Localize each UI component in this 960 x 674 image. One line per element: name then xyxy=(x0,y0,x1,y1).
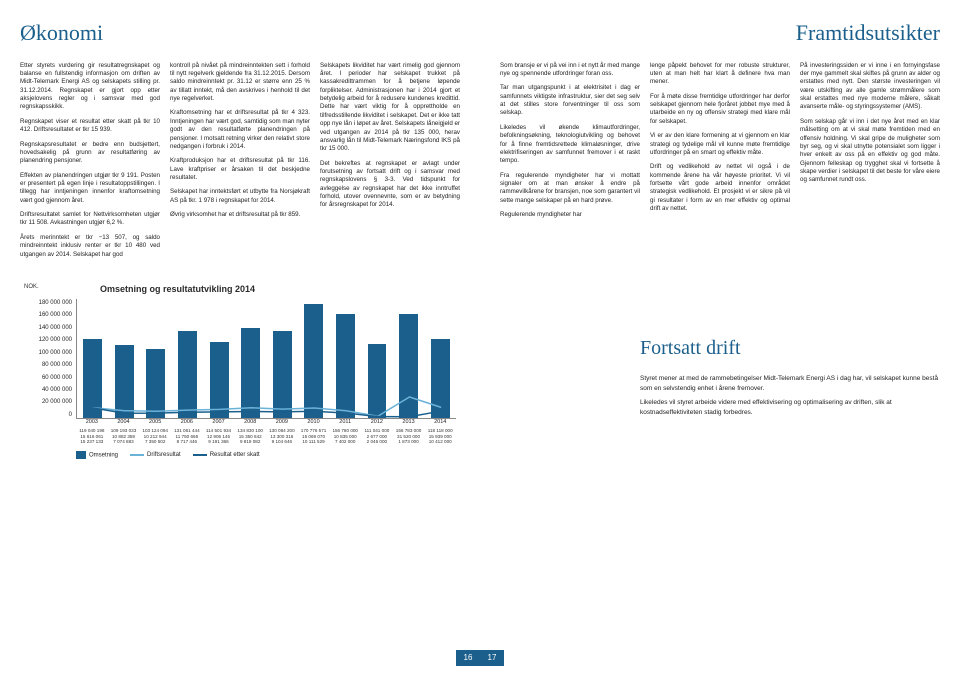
body-paragraph: Regnskapsresultatet er bedre enn budsjet… xyxy=(20,141,160,166)
body-paragraph: Kraftomsetning har et driftsresultat på … xyxy=(170,109,310,151)
xtick-label: 2009 xyxy=(266,419,298,426)
page-left: Økonomi Etter styrets vurdering gir resu… xyxy=(0,0,480,674)
left-col-2: kontroll på nivået på mindreinntekten se… xyxy=(170,62,310,265)
body-paragraph: Styret mener at med de rammebetingelser … xyxy=(640,374,940,394)
body-paragraph: For å møte disse fremtidige utfordringer… xyxy=(650,93,790,126)
chart-data-cell: 109 193 03310 882 3597 074 883 xyxy=(108,426,140,445)
body-paragraph: På investeringssiden er vi inne i en for… xyxy=(800,62,940,112)
body-paragraph: Likeledes vil økende klimautfordringer, … xyxy=(500,124,640,166)
body-paragraph: Øvrig virksomhet har et driftsresultat p… xyxy=(170,211,310,219)
chart-yaxis-labels: 180 000 000 160 000 000 140 000 000 120 000… xyxy=(20,299,76,419)
legend-resultat: Resultat etter skatt xyxy=(193,451,260,459)
right-col-1: Som bransje er vi på vei inn i et nytt å… xyxy=(500,62,640,226)
right-col-3: På investeringssiden er vi inne i en for… xyxy=(800,62,940,226)
body-paragraph: Tar man utgangspunkt i at elektrisitet i… xyxy=(500,84,640,117)
right-columns: Som bransje er vi på vei inn i et nytt å… xyxy=(500,62,940,226)
chart-data-table: 119 040 19815 616 06115 237 133109 193 0… xyxy=(76,426,456,445)
body-paragraph: Som selskap går vi inn i det nye året me… xyxy=(800,118,940,185)
page-number: 16 xyxy=(456,650,480,666)
body-paragraph: Etter styrets vurdering gir resultatregn… xyxy=(20,62,160,112)
xtick-label: 2010 xyxy=(298,419,330,426)
ytick-label: 60 000 000 xyxy=(20,374,72,382)
chart-data-cell: 131 061 44411 750 6668 717 446 xyxy=(171,426,203,445)
ytick-label: 20 000 000 xyxy=(20,398,72,406)
chart-legend: Omsetning Driftsresultat Resultat etter … xyxy=(76,451,460,460)
ytick-label: 120 000 000 xyxy=(20,336,72,344)
xtick-label: 2006 xyxy=(171,419,203,426)
chart-data-cell: 130 084 20013 300 3169 104 646 xyxy=(266,426,298,445)
chart-title: Omsetning og resultatutvikling 2014 xyxy=(100,283,460,295)
legend-omsetning: Omsetning xyxy=(76,451,118,460)
xtick-label: 2004 xyxy=(108,419,140,426)
body-paragraph: Vi er av den klare formening at vi gjenn… xyxy=(650,132,790,157)
ytick-label: 180 000 000 xyxy=(20,299,72,307)
chart-data-cell: 114 501 93412 906 1469 191 366 xyxy=(203,426,235,445)
heading-fortsatt: Fortsatt drift xyxy=(640,335,940,362)
body-paragraph: kontroll på nivået på mindreinntekten se… xyxy=(170,62,310,104)
left-col-3: Selskapets likviditet har vært rimelig g… xyxy=(320,62,460,265)
chart-data-cell: 118 118 00015 939 00010 412 000 xyxy=(424,426,456,445)
ytick-label: 140 000 000 xyxy=(20,324,72,332)
body-paragraph: Effekten av planendringen utgjør tkr 9 1… xyxy=(20,172,160,205)
left-col-1: Etter styrets vurdering gir resultatregn… xyxy=(20,62,160,265)
ytick-label: 40 000 000 xyxy=(20,386,72,394)
body-paragraph: Kraftproduksjon har et driftsresultat på… xyxy=(170,157,310,182)
xtick-label: 2007 xyxy=(203,419,235,426)
xtick-label: 2003 xyxy=(76,419,108,426)
chart-block: NOK. Omsetning og resultatutvikling 2014… xyxy=(20,283,460,460)
chart-plot-area xyxy=(76,299,456,419)
page-number: 17 xyxy=(480,650,504,666)
chart-data-cell: 156 780 00010 835 0007 402 000 xyxy=(329,426,361,445)
chart-data-cell: 170 776 57115 069 07010 111 529 xyxy=(298,426,330,445)
body-paragraph: Som bransje er vi på vei inn i et nytt å… xyxy=(500,62,640,79)
body-paragraph: Driftsresultatet samlet for Nettvirksomh… xyxy=(20,211,160,228)
chart-data-cell: 119 040 19815 616 06115 237 133 xyxy=(76,426,108,445)
chart-wrap: 180 000 000 160 000 000 140 000 000 120 000… xyxy=(20,299,460,419)
body-paragraph: Selskapets likviditet har vært rimelig g… xyxy=(320,62,460,154)
fortsatt-block: Fortsatt drift Styret mener at med de ra… xyxy=(640,335,940,417)
chart-nok-label: NOK. xyxy=(24,283,39,291)
ytick-label: 0 xyxy=(20,411,72,419)
body-paragraph: Årets merinntekt er tkr −13 507, og sald… xyxy=(20,234,160,259)
legend-driftsresultat: Driftsresultat xyxy=(130,451,181,459)
xtick-label: 2014 xyxy=(424,419,456,426)
body-paragraph: Fra regulerende myndigheter har vi motta… xyxy=(500,172,640,205)
xtick-label: 2005 xyxy=(139,419,171,426)
chart-data-cell: 103 124 09410 212 9447 350 502 xyxy=(139,426,171,445)
left-columns: Etter styrets vurdering gir resultatregn… xyxy=(20,62,460,265)
body-paragraph: Regnskapet viser et resultat etter skatt… xyxy=(20,118,160,135)
ytick-label: 160 000 000 xyxy=(20,311,72,319)
fortsatt-text: Styret mener at med de rammebetingelser … xyxy=(640,374,940,417)
chart-data-cell: 111 041 0002 677 0002 046 000 xyxy=(361,426,393,445)
body-paragraph: lenge påpekt behovet for mer robuste str… xyxy=(650,62,790,87)
chart-lines-svg xyxy=(77,298,457,418)
body-paragraph: Regulerende myndigheter har xyxy=(500,211,640,219)
body-paragraph: Selskapet har inntektsført et utbytte fr… xyxy=(170,188,310,205)
right-col-2: lenge påpekt behovet for mer robuste str… xyxy=(650,62,790,226)
page-spread: Økonomi Etter styrets vurdering gir resu… xyxy=(0,0,960,674)
body-paragraph: Drift og vedlikehold av nettet vil også … xyxy=(650,163,790,213)
body-paragraph: Det bekreftes at regnskapet er avlagt un… xyxy=(320,160,460,210)
heading-okonomi: Økonomi xyxy=(20,18,460,48)
ytick-label: 100 000 000 xyxy=(20,349,72,357)
chart-data-cell: 134 830 10015 350 8429 819 082 xyxy=(234,426,266,445)
page-right: Framtidsutsikter Som bransje er vi på ve… xyxy=(480,0,960,674)
chart-xaxis: 2003200420052006200720082009201020112012… xyxy=(76,419,456,426)
ytick-label: 80 000 000 xyxy=(20,361,72,369)
heading-framtid: Framtidsutsikter xyxy=(500,18,940,48)
xtick-label: 2013 xyxy=(393,419,425,426)
xtick-label: 2012 xyxy=(361,419,393,426)
chart-data-cell: 156 783 00031 520 0001 873 000 xyxy=(393,426,425,445)
body-paragraph: Likeledes vil styret arbeide videre med … xyxy=(640,398,940,418)
xtick-label: 2008 xyxy=(234,419,266,426)
xtick-label: 2011 xyxy=(329,419,361,426)
